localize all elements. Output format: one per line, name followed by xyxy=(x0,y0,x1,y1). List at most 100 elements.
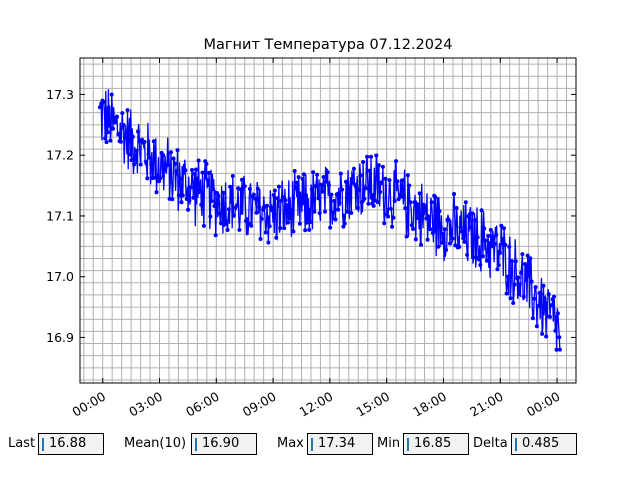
data-point xyxy=(498,250,502,255)
max-value: 17.34 xyxy=(318,436,356,451)
data-point xyxy=(376,163,381,168)
data-point xyxy=(149,162,154,167)
data-point xyxy=(511,301,516,305)
data-point xyxy=(365,154,370,159)
data-point xyxy=(308,220,313,224)
min-label: Min xyxy=(377,436,401,451)
data-point xyxy=(519,270,524,275)
data-point xyxy=(344,179,348,184)
data-point xyxy=(311,170,316,175)
min-value-field[interactable]: 16.85 xyxy=(403,433,469,455)
x-tick-label: 00:00 xyxy=(70,389,109,420)
data-point xyxy=(197,189,202,194)
data-point xyxy=(258,237,263,241)
data-point xyxy=(291,229,296,234)
data-point xyxy=(540,331,545,336)
x-tick-label: 12:00 xyxy=(297,389,336,420)
data-point xyxy=(255,186,260,191)
data-point xyxy=(138,162,143,167)
data-point xyxy=(441,231,446,236)
data-point xyxy=(143,159,148,164)
last-value: 16.88 xyxy=(49,436,87,451)
data-point xyxy=(440,240,445,245)
data-point xyxy=(411,226,416,231)
data-point xyxy=(442,227,447,232)
data-point xyxy=(425,237,430,242)
data-point xyxy=(271,193,276,197)
data-point xyxy=(208,214,213,219)
data-point xyxy=(151,139,156,144)
max-label: Max xyxy=(277,436,304,451)
y-tick-label: 17.3 xyxy=(46,87,74,102)
x-tick-label: 03:00 xyxy=(126,389,165,420)
data-point xyxy=(488,227,493,232)
data-point xyxy=(287,216,292,221)
data-point xyxy=(216,193,221,198)
data-point xyxy=(220,201,225,206)
data-point xyxy=(504,291,509,296)
data-point xyxy=(113,119,118,124)
mean-value-field[interactable]: 16.90 xyxy=(191,433,257,455)
last-value-field[interactable]: 16.88 xyxy=(38,433,104,455)
data-point xyxy=(320,189,325,194)
data-point xyxy=(209,199,214,204)
data-point xyxy=(221,190,226,195)
x-tick-label: 18:00 xyxy=(410,389,449,420)
data-point xyxy=(228,184,233,189)
data-point xyxy=(415,216,420,221)
y-tick-label: 17.2 xyxy=(46,148,74,163)
data-point xyxy=(276,184,281,189)
data-point xyxy=(188,185,193,190)
data-point xyxy=(132,162,137,167)
data-point xyxy=(316,196,321,201)
delta-value-field[interactable]: 0.485 xyxy=(511,433,577,455)
plot-frame xyxy=(79,57,577,384)
data-point xyxy=(346,188,351,193)
data-point xyxy=(183,168,188,173)
data-point xyxy=(286,220,291,225)
data-point xyxy=(136,129,140,134)
y-tick-label: 17.1 xyxy=(46,208,74,223)
data-point xyxy=(552,294,556,299)
data-point xyxy=(507,244,512,249)
data-point xyxy=(355,206,360,210)
data-point xyxy=(530,316,535,321)
data-point xyxy=(134,148,139,153)
data-point xyxy=(555,311,560,316)
data-point xyxy=(263,230,268,235)
data-point xyxy=(457,244,462,249)
data-point xyxy=(362,196,367,201)
data-point xyxy=(502,226,506,231)
data-point xyxy=(459,229,464,234)
data-point xyxy=(124,134,129,139)
data-point xyxy=(133,156,138,161)
data-point xyxy=(520,252,525,257)
data-point xyxy=(392,199,397,203)
data-point xyxy=(483,238,488,243)
data-point xyxy=(300,176,305,181)
data-point xyxy=(270,208,275,213)
data-point xyxy=(105,130,110,135)
max-value-field[interactable]: 17.34 xyxy=(307,433,373,455)
data-point xyxy=(538,292,543,296)
data-point xyxy=(454,206,459,210)
data-point xyxy=(115,114,119,119)
data-point xyxy=(120,111,125,116)
data-point xyxy=(317,211,322,216)
data-point xyxy=(111,126,115,131)
data-point xyxy=(408,200,413,205)
data-point xyxy=(357,188,362,193)
data-point xyxy=(438,224,443,229)
data-point xyxy=(240,177,244,182)
data-point xyxy=(491,235,496,240)
data-point xyxy=(375,200,380,205)
data-point xyxy=(342,221,347,226)
data-point xyxy=(180,193,185,198)
data-point xyxy=(162,168,167,173)
mean-label: Mean(10) xyxy=(124,436,187,451)
data-point xyxy=(309,187,314,192)
data-point xyxy=(272,188,277,193)
data-point xyxy=(178,176,183,181)
data-point xyxy=(172,161,177,166)
data-point xyxy=(345,209,350,214)
